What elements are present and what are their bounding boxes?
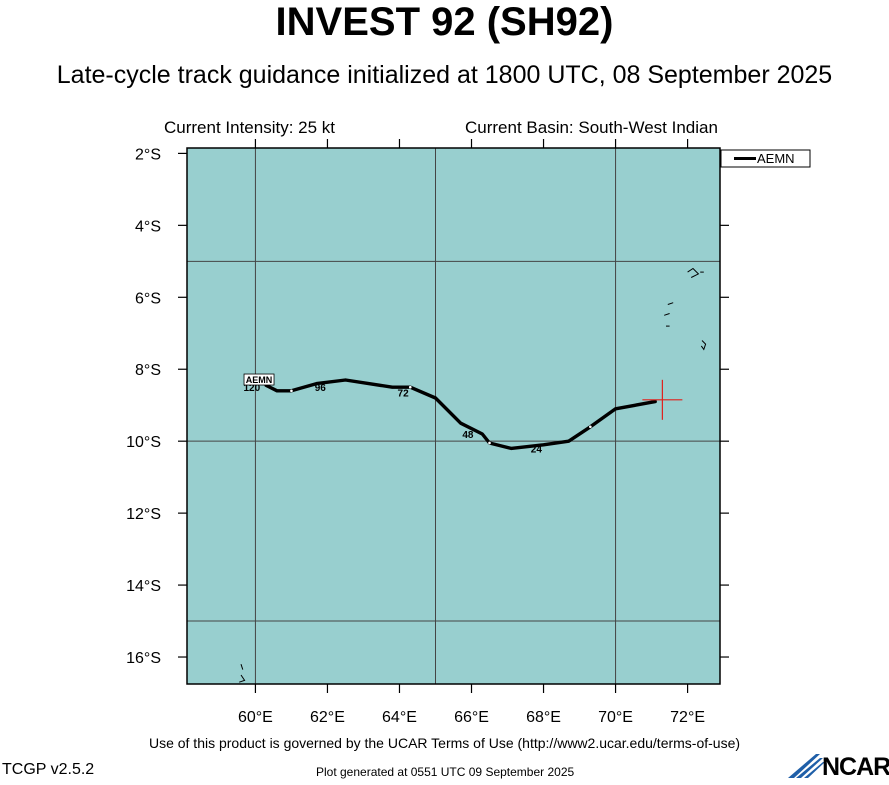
lon-tick-label: 60°E: [238, 709, 273, 726]
page-title: INVEST 92 (SH92): [275, 0, 614, 44]
legend-box: [720, 149, 811, 168]
current-position-marker: [642, 379, 683, 420]
island-cargados-north: [240, 664, 244, 670]
track-point-marker: [408, 385, 412, 389]
map-frame: [186, 147, 721, 685]
tau-label: 120: [243, 383, 260, 394]
lon-tick-label: 72°E: [670, 709, 705, 726]
tau-label: 96: [315, 383, 327, 394]
track-end-label: AEMN: [246, 375, 273, 385]
track-point-marker: [290, 389, 293, 393]
ncar-logo-mark-icon: [788, 754, 825, 778]
grid-lines: [187, 148, 720, 684]
lat-tick-label: 8°S: [135, 362, 161, 379]
lat-tick-label: 4°S: [135, 218, 161, 235]
tau-label: 24: [531, 444, 543, 455]
island-chagos-north: [687, 267, 700, 278]
lat-tick-label: 16°S: [126, 650, 161, 667]
tau-label: 72: [398, 389, 410, 400]
lat-tick-label: 14°S: [126, 578, 161, 595]
tau-label: 48: [462, 430, 474, 441]
current-intensity: Current Intensity: 25 kt: [164, 118, 336, 137]
island-chagos-mid-b: [664, 313, 670, 316]
islands: [239, 267, 707, 683]
legend-label: AEMN: [757, 151, 795, 166]
lat-tick-label: 6°S: [135, 290, 161, 307]
lon-tick-label: 70°E: [598, 709, 633, 726]
track-line-aemn: [264, 378, 657, 451]
version-label: TCGP v2.5.2: [2, 761, 95, 778]
lat-tick-label: 10°S: [126, 434, 161, 451]
ncar-logo-text: NCAR: [822, 753, 889, 781]
island-chagos-mid-a: [667, 302, 674, 305]
terms-of-use-notice: Use of this product is governed by the U…: [148, 735, 741, 751]
lon-tick-label: 66°E: [454, 709, 489, 726]
axis-ticks: 2°S 4°S 6°S 8°S 10°S 12°S 14°S 16°S 60°E 62°E 64°E…: [126, 139, 729, 726]
current-basin: Current Basin: South-West Indian: [465, 118, 718, 137]
island-cargados-south: [239, 674, 246, 683]
track-point-marker: [488, 441, 491, 445]
lat-tick-label: 2°S: [135, 146, 161, 163]
plot-generated-time: Plot generated at 0551 UTC 09 September …: [316, 765, 575, 779]
lon-tick-label: 62°E: [310, 709, 345, 726]
track-point-marker: [589, 425, 592, 429]
lon-tick-label: 68°E: [526, 709, 561, 726]
lon-tick-label: 64°E: [382, 709, 417, 726]
island-diego-garcia: [700, 340, 707, 351]
page-subtitle: Late-cycle track guidance initialized at…: [56, 61, 833, 89]
lat-tick-label: 12°S: [126, 506, 161, 523]
track-end-label-box: [243, 373, 275, 386]
legend: AEMN: [720, 149, 811, 168]
ncar-logo: NCAR: [786, 750, 889, 781]
